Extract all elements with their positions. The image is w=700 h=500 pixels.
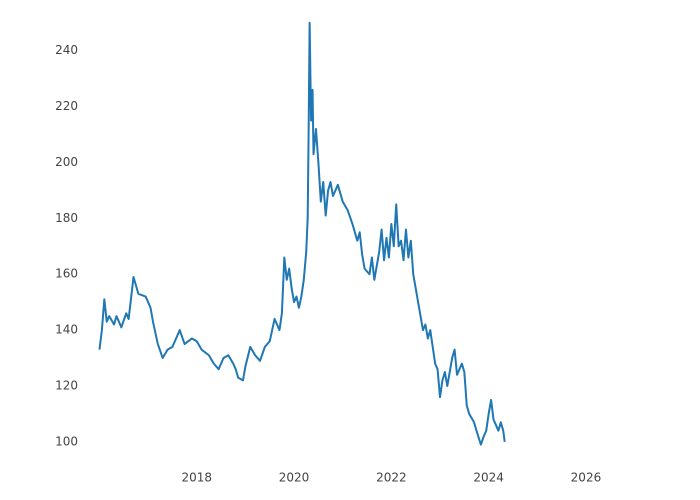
x-tick-label: 2026	[571, 471, 602, 485]
y-tick-label: 100	[55, 434, 78, 448]
y-tick-label: 200	[55, 155, 78, 169]
y-tick-label: 220	[55, 99, 78, 113]
x-tick-label: 2018	[181, 471, 212, 485]
y-tick-label: 120	[55, 378, 78, 392]
y-tick-label: 180	[55, 211, 78, 225]
y-tick-label: 140	[55, 323, 78, 337]
x-tick-label: 2024	[473, 471, 504, 485]
y-tick-label: 240	[55, 43, 78, 57]
x-tick-label: 2020	[279, 471, 310, 485]
y-tick-label: 160	[55, 267, 78, 281]
line	[98, 21, 506, 446]
x-tick-label: 2022	[376, 471, 407, 485]
